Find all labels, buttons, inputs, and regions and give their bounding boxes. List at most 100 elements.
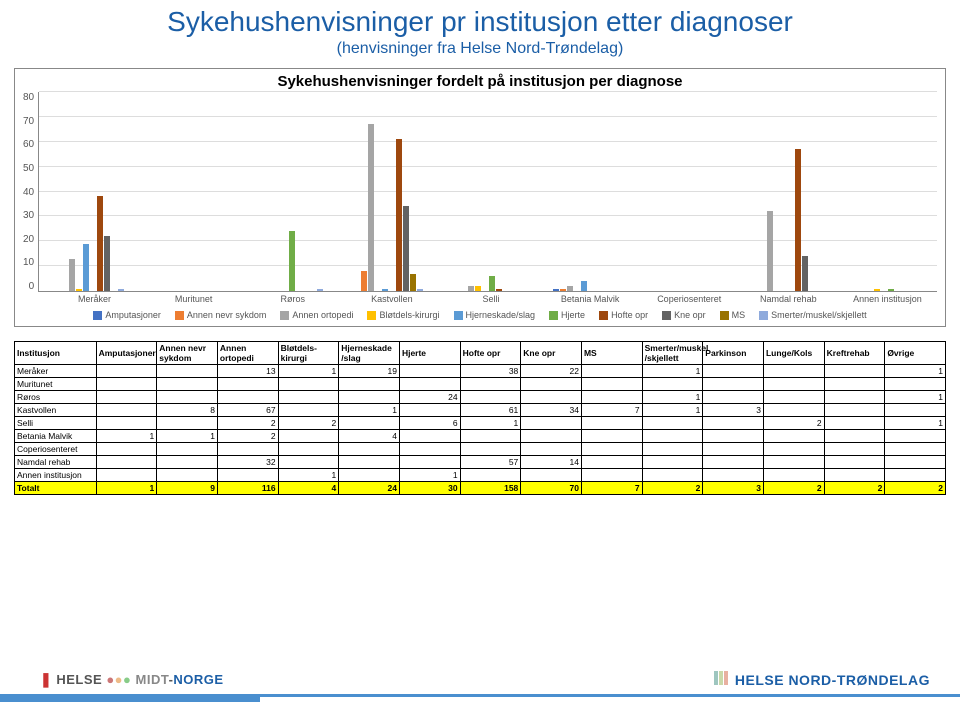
chart-bar (396, 139, 402, 291)
y-tick-label: 40 (23, 187, 34, 198)
chart-bar (802, 256, 808, 291)
table-cell (885, 430, 946, 443)
legend-item: Smerter/muskel/skjellett (759, 310, 867, 320)
legend-item: Hofte opr (599, 310, 648, 320)
legend-swatch-icon (93, 311, 102, 320)
table-cell: 7 (581, 404, 642, 417)
legend-label: Hjerneskade/slag (466, 310, 536, 320)
footer-bar (0, 694, 960, 702)
table-cell: 158 (460, 482, 521, 495)
legend-swatch-icon (367, 311, 376, 320)
table-cell: 1 (96, 482, 157, 495)
table-cell (278, 456, 339, 469)
table-cell (217, 391, 278, 404)
table-cell: Kastvollen (15, 404, 97, 417)
table-cell: Meråker (15, 365, 97, 378)
table-cell (157, 417, 218, 430)
dot-icon: ● (106, 672, 114, 687)
table-cell: 1 (642, 391, 703, 404)
page-subtitle: (henvisninger fra Helse Nord-Trøndelag) (0, 40, 960, 58)
chart-bar-groups (39, 92, 937, 291)
logo-right-text: HELSE NORD-TRØNDELAG (735, 672, 930, 688)
table-cell: 4 (278, 482, 339, 495)
table-cell: 2 (885, 482, 946, 495)
table-cell: 61 (460, 404, 521, 417)
table-cell: 2 (642, 482, 703, 495)
table-cell: Betania Malvik (15, 430, 97, 443)
table-cell (581, 456, 642, 469)
table-cell: 116 (217, 482, 278, 495)
table-cell (460, 430, 521, 443)
table-cell: 2 (217, 430, 278, 443)
table-cell (703, 430, 764, 443)
table-cell (339, 469, 400, 482)
table-cell (278, 378, 339, 391)
table-cell (96, 378, 157, 391)
table-cell (885, 443, 946, 456)
chart-bar (475, 286, 481, 291)
y-tick-label: 70 (23, 116, 34, 127)
table-cell (460, 391, 521, 404)
table-cell: 70 (521, 482, 582, 495)
chart-bar (560, 289, 566, 291)
logo-left: ❚ HELSE ●●● MIDT-NORGE (40, 671, 224, 688)
table-cell: 14 (521, 456, 582, 469)
table-cell: 32 (217, 456, 278, 469)
chart-bar (581, 281, 587, 291)
table-cell (581, 378, 642, 391)
legend-label: MS (732, 310, 746, 320)
chart-group (39, 92, 139, 291)
chart-bar (489, 276, 495, 291)
table-header-row: InstitusjonAmputasjonerAnnen nevr sykdom… (15, 342, 946, 365)
table-cell (885, 469, 946, 482)
table-row: Muritunet (15, 378, 946, 391)
chart-bar (104, 236, 110, 291)
logo-bars-icon (714, 671, 729, 688)
table-cell: Coperiosenteret (15, 443, 97, 456)
dot-icon: ● (115, 672, 123, 687)
table-cell: 2 (763, 417, 824, 430)
legend-item: Bløtdels-kirurgi (367, 310, 439, 320)
table-cell (217, 469, 278, 482)
table-cell (581, 443, 642, 456)
table-cell: 38 (460, 365, 521, 378)
table-row: Namdal rehab325714 (15, 456, 946, 469)
chart-bar (417, 289, 423, 291)
x-tick-label: Selli (441, 292, 540, 304)
table-cell: Totalt (15, 482, 97, 495)
table-header-cell: Øvrige (885, 342, 946, 365)
chart-bar (289, 231, 295, 291)
legend-label: Smerter/muskel/skjellett (771, 310, 867, 320)
table-cell (824, 469, 885, 482)
table-cell (824, 430, 885, 443)
table-cell (763, 404, 824, 417)
table-cell: 13 (217, 365, 278, 378)
table-cell: 2 (763, 482, 824, 495)
chart-bar (468, 286, 474, 291)
table-cell (278, 404, 339, 417)
table-cell (703, 417, 764, 430)
table-cell (399, 430, 460, 443)
table-cell (460, 443, 521, 456)
x-tick-label: Røros (243, 292, 342, 304)
table-cell (157, 391, 218, 404)
table-cell: 1 (642, 365, 703, 378)
chart-bar (382, 289, 388, 291)
table-cell (339, 417, 400, 430)
legend-swatch-icon (454, 311, 463, 320)
table-cell (824, 443, 885, 456)
table-header-cell: MS (581, 342, 642, 365)
table-cell (460, 469, 521, 482)
table-cell: 3 (703, 404, 764, 417)
chart-bar (361, 271, 367, 291)
table-row: Coperiosenteret (15, 443, 946, 456)
legend-item: Hjerte (549, 310, 585, 320)
table-header-cell: Lunge/Kols (763, 342, 824, 365)
table-cell (217, 443, 278, 456)
table-cell (157, 365, 218, 378)
y-tick-label: 60 (23, 139, 34, 150)
data-table-wrap: InstitusjonAmputasjonerAnnen nevr sykdom… (14, 341, 946, 495)
table-cell: Namdal rehab (15, 456, 97, 469)
table-cell (96, 456, 157, 469)
table-cell (157, 469, 218, 482)
